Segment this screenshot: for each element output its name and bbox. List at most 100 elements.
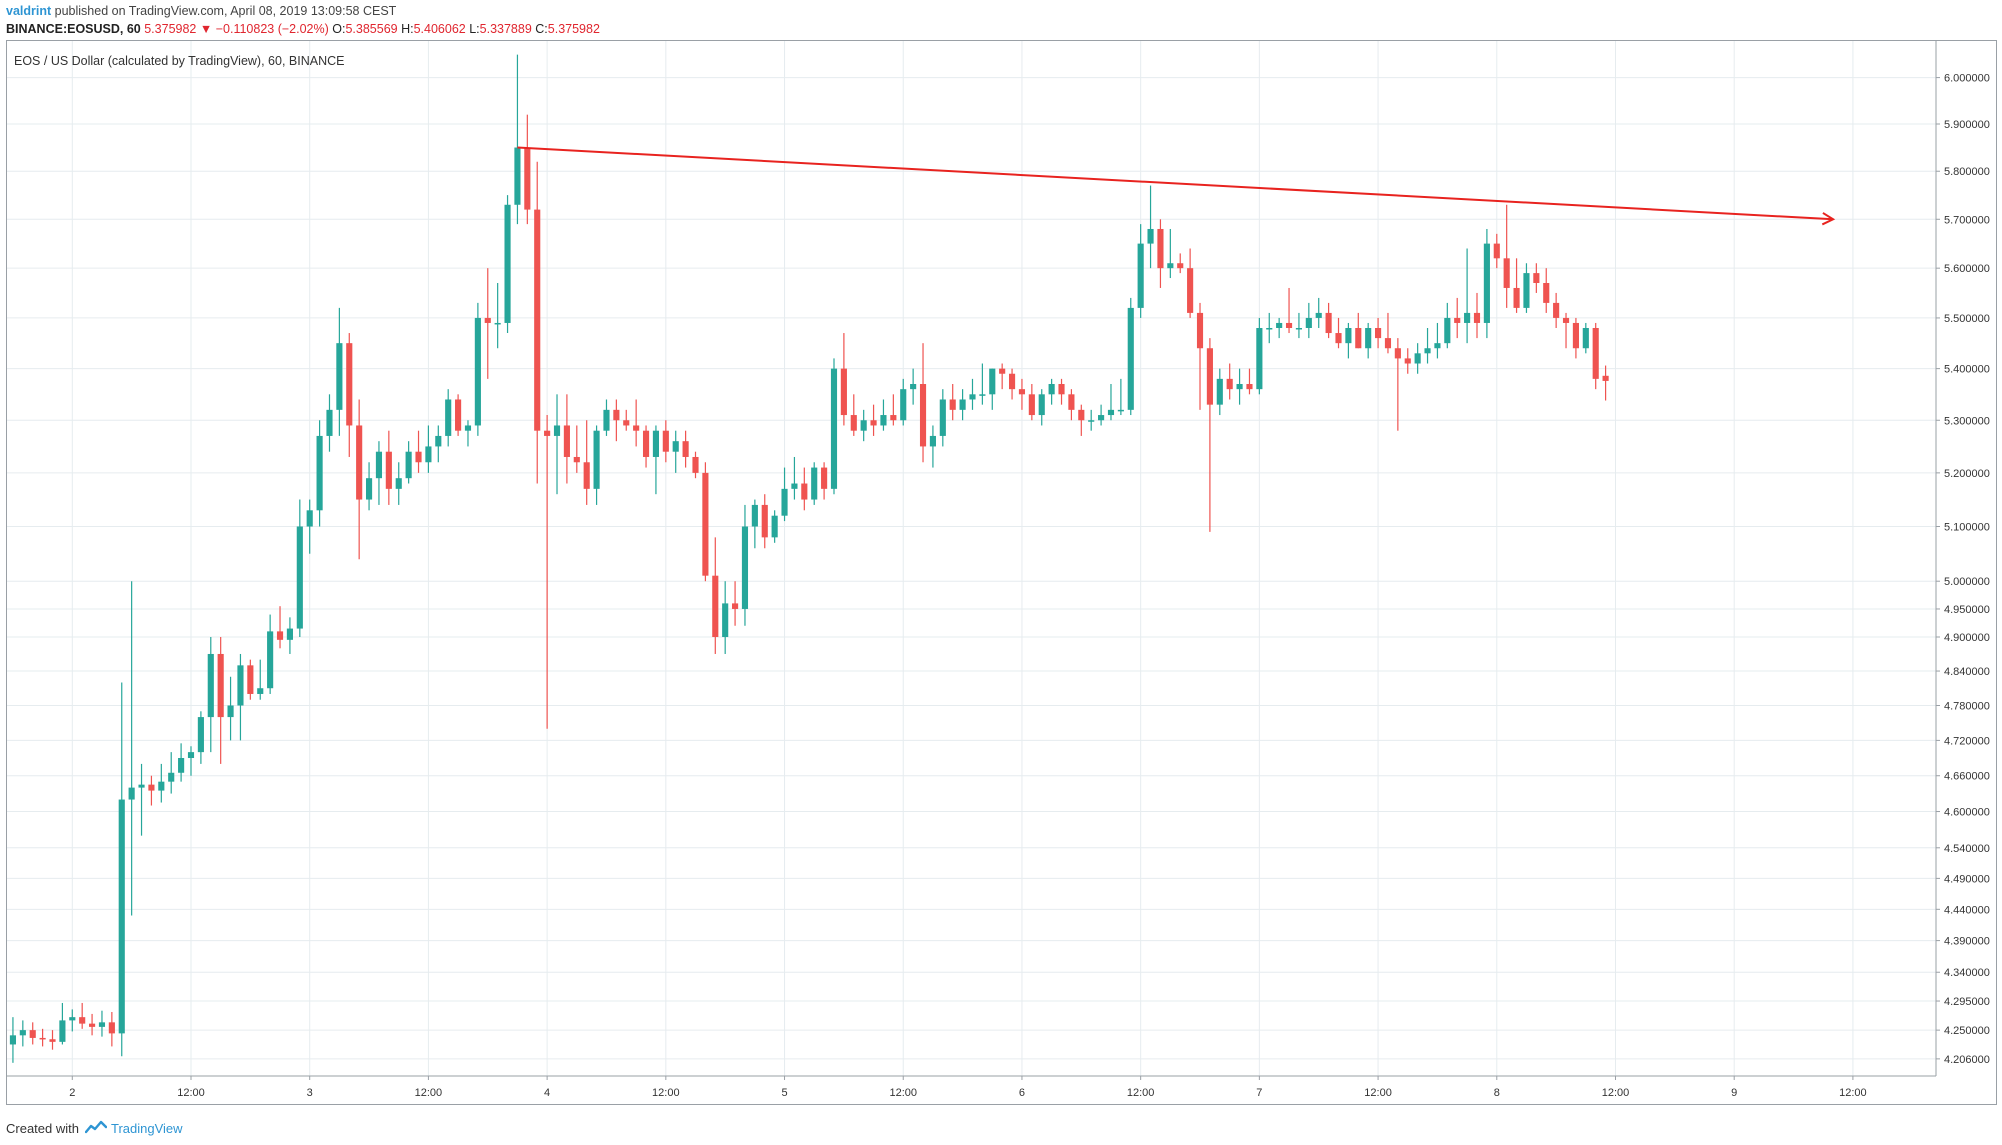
price-axis[interactable]: 6.000000 5.900000 5.800000 5.700000 5.600000… [1935,41,1990,1076]
candle-body [178,758,185,773]
candle-body [642,430,650,457]
candle-body [276,631,284,640]
author-link[interactable]: valdrint [6,4,52,18]
price-tick-label: 4.340000 [1944,967,1990,979]
candle-body [445,399,452,436]
candle-body [89,1023,96,1027]
candle-body [464,425,472,431]
open-value: 5.385569 [345,22,398,36]
candle-up [1266,312,1273,344]
candle-body [1533,273,1540,284]
candle-body [741,526,749,609]
candle-up [494,283,501,349]
candle-body [692,456,699,473]
publish-info: valdrint published on TradingView.com, A… [6,3,396,20]
candle-down [949,384,956,421]
publish-date: published on TradingView.com, April 08, … [54,4,397,18]
high-value: 5.406062 [413,22,466,36]
candle-body [1167,263,1174,269]
candle-up [1167,228,1174,279]
candle-body [207,653,214,718]
candle-body [751,504,758,527]
candle-body [1365,327,1372,349]
candle-down [890,394,897,426]
candle-down [484,268,491,379]
candle-body [39,1037,46,1040]
price-tick-label: 5.600000 [1944,263,1990,275]
candle-down [999,363,1006,390]
candle-down [761,494,768,549]
candle-up [741,504,749,626]
candle-up [830,358,838,495]
price-tick-label: 4.600000 [1944,807,1990,819]
candle-up [19,1020,26,1047]
time-tick-label: 12:00 [1364,1087,1392,1099]
candle-down [1068,389,1075,421]
candle-down [524,114,531,225]
candle-up [504,195,511,334]
candle-down [1028,384,1035,421]
candle-down [276,606,284,649]
candle-up [939,389,946,447]
candle-body [850,415,857,431]
price-tick-label: 4.840000 [1944,666,1990,678]
candle-body [573,456,580,463]
candle-body [989,368,996,395]
candle-down [247,659,254,700]
candle-body [811,467,818,500]
time-tick-label: 3 [307,1087,313,1099]
candle-up [1038,389,1045,426]
candle-body [1236,384,1243,390]
candle-body [1602,375,1609,381]
candle-up [1048,378,1055,405]
candle-body [702,472,709,576]
price-tick-label: 4.780000 [1944,701,1990,713]
candle-down [870,404,877,436]
candle-body [1196,312,1204,349]
candle-body [504,204,511,323]
candle-body [1216,378,1223,405]
candle-up [880,399,887,431]
candle-up [1295,312,1303,339]
candle-up [1464,248,1471,344]
candle-body [919,384,927,447]
candle-body [1246,384,1253,390]
candle-body [1424,348,1431,354]
candle-up [405,441,412,484]
candle-up [900,378,907,426]
candle-body [1375,327,1382,339]
candle-up [227,676,234,741]
candle-body [771,515,778,538]
candle-body [1562,317,1570,323]
candle-body [1276,322,1283,328]
candle-body [732,603,739,609]
candle-body [613,409,620,421]
candle-down [39,1028,46,1047]
time-tick-label: 7 [1256,1087,1262,1099]
candle-down [1285,287,1293,334]
candle-body [1028,394,1035,416]
candle-down [1206,338,1213,532]
candle-up [1444,302,1451,349]
tradingview-link[interactable]: TradingView [110,1121,183,1136]
candle-body [1127,307,1134,410]
candle-up [237,653,244,741]
candle-body [1088,420,1095,422]
candle-up [69,1009,76,1032]
candle-up [1345,322,1352,359]
candle-down [1553,292,1560,328]
open-label: O: [332,22,346,36]
candle-up [267,614,274,694]
candle-body [79,1017,86,1024]
time-axis[interactable]: 2 12:00 3 12:00 4 12:00 5 12:00 6 12:00 7 12:00 8 12:… [7,1075,1936,1099]
time-tick-label: 12:00 [652,1087,680,1099]
price-tick-label: 5.100000 [1944,522,1990,534]
candle-body [29,1030,36,1038]
candle-down [1355,312,1362,349]
price-tick-label: 4.720000 [1944,735,1990,747]
time-tick-label: 12:00 [415,1087,443,1099]
candle-down [534,161,541,484]
candle-body [365,478,373,500]
candle-down [29,1022,36,1045]
